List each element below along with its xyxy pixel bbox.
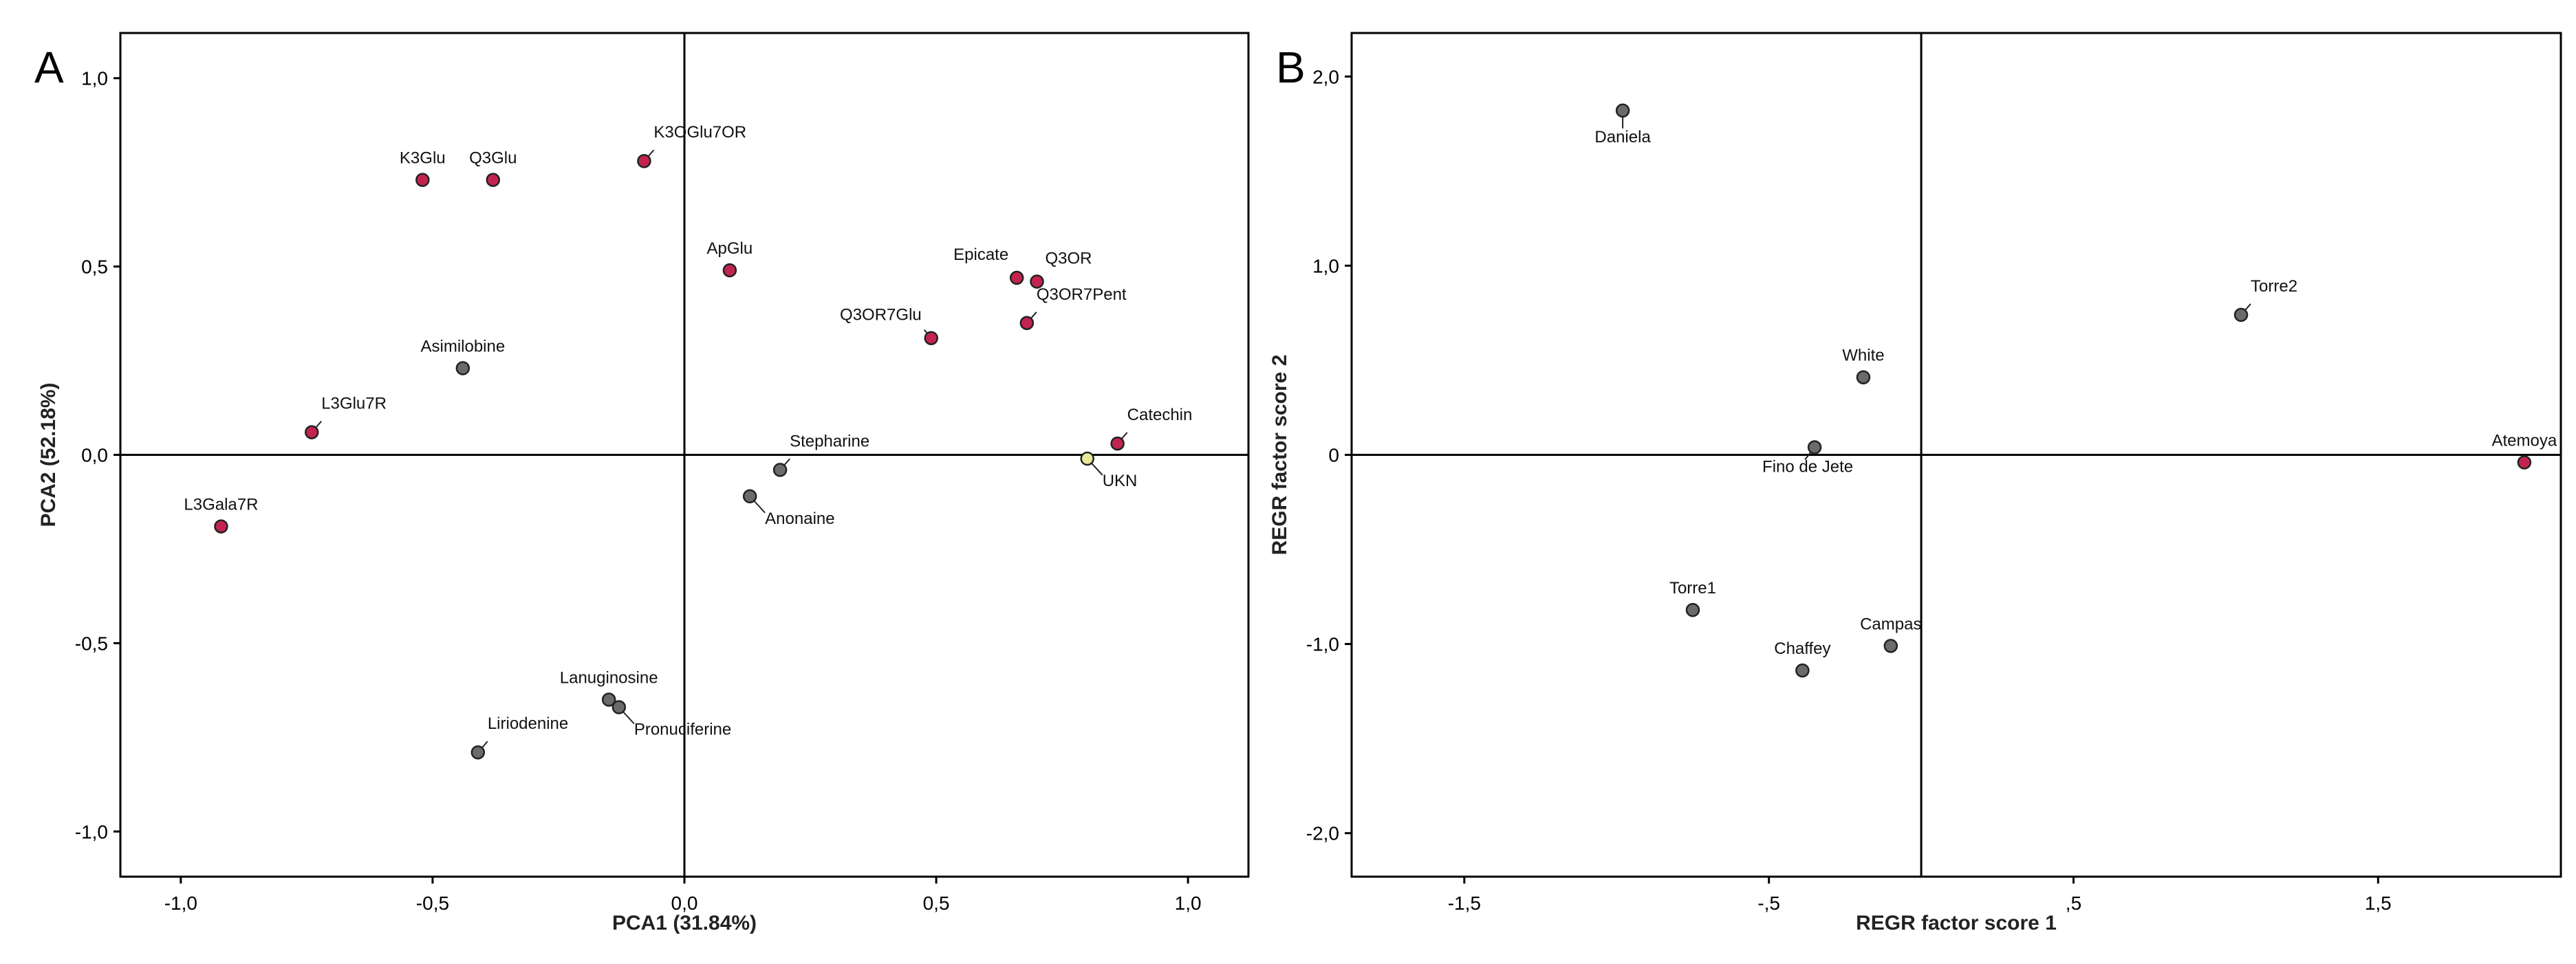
data-point xyxy=(1080,451,1094,466)
panel-b-letter: B xyxy=(1276,43,1306,92)
data-point-label: Fino de Jete xyxy=(1762,457,1853,476)
data-point-label: Atemoya xyxy=(2492,432,2557,450)
panel-b-xtick-label: ,5 xyxy=(2066,892,2081,914)
data-point-label: Q3OR xyxy=(1046,250,1092,268)
data-point xyxy=(470,745,486,760)
data-point-label: UKN xyxy=(1103,472,1138,490)
data-point-label: Stepharine xyxy=(790,432,869,450)
data-point xyxy=(1615,103,1630,118)
data-point xyxy=(722,263,737,278)
data-point-label: K3Glu xyxy=(400,149,446,168)
data-point-label: Liriodenine xyxy=(488,714,568,733)
data-point xyxy=(304,425,319,439)
data-point-label: L3Gala7R xyxy=(184,496,258,514)
panel-b-x-axis-label: REGR factor score 1 xyxy=(1856,912,2057,934)
data-point-label: Campas xyxy=(1860,615,1921,633)
panel-b-ytick-label: 0 xyxy=(1328,445,1339,466)
panel-b-ytick-label: 1,0 xyxy=(1312,255,1339,276)
data-point-label: Q3Glu xyxy=(469,149,517,168)
data-point-label: Q3OR7Pent xyxy=(1037,285,1127,304)
data-point xyxy=(486,173,501,187)
panel-b-plot: -1,5 -,5 ,5 1,5 2,0 1,0 0 -1,0 -2,0 REGR factor s… xyxy=(1268,32,2562,934)
data-point xyxy=(1795,663,1810,678)
data-point xyxy=(742,489,757,504)
data-point-label: Lanuginosine xyxy=(560,669,658,688)
data-point xyxy=(2233,307,2249,322)
panel-a-ytick-label: -0,5 xyxy=(75,633,108,654)
data-point-label: Catechin xyxy=(1127,406,1193,424)
data-point xyxy=(455,361,470,375)
data-point-label: K3OGlu7OR xyxy=(653,123,746,142)
panel-b-xtick-label: -1,5 xyxy=(1448,892,1481,914)
panel-a-xtick-label: 0,5 xyxy=(923,892,950,914)
data-point xyxy=(1019,316,1035,331)
panel-a-xtick-label: -1,0 xyxy=(164,892,197,914)
panel-a-letter: A xyxy=(34,43,64,92)
data-point-label: Anonaine xyxy=(765,510,834,528)
data-point-label: Epicate xyxy=(953,245,1008,264)
data-point xyxy=(1685,602,1700,617)
panel-b-y-axis-label: REGR factor score 2 xyxy=(1268,355,1291,556)
data-point-label: Daniela xyxy=(1594,128,1651,146)
data-point xyxy=(2517,455,2532,470)
data-point-label: Torre2 xyxy=(2251,277,2297,296)
panel-b-xtick-label: 1,5 xyxy=(2365,892,2392,914)
panel-a-xtick-label: -0,5 xyxy=(416,892,449,914)
data-point xyxy=(772,463,788,477)
panel-a-ytick-label: 0,5 xyxy=(81,256,108,278)
panel-b-ytick-label: -2,0 xyxy=(1306,823,1339,844)
data-point-label: L3Glu7R xyxy=(321,395,387,413)
data-point xyxy=(611,700,627,714)
panel-a-xtick-label: 0,0 xyxy=(671,892,698,914)
data-point xyxy=(214,519,228,534)
panel-b-ytick-label: 2,0 xyxy=(1312,66,1339,87)
data-point xyxy=(637,153,651,168)
data-point xyxy=(924,331,938,345)
data-point-label: White xyxy=(1842,347,1884,365)
panel-a-y-axis-label: PCA2 (52.18%) xyxy=(37,382,60,527)
panel-a-xtick-label: 1,0 xyxy=(1175,892,1202,914)
panel-a-plot: -1,0 -0,5 0,0 0,5 1,0 1,0 0,5 0,0 -0,5 -1,0 PCA1 (… xyxy=(37,32,1250,934)
data-point-label: Chaffey xyxy=(1774,639,1830,658)
panel-a-ytick-label: -1,0 xyxy=(75,821,108,842)
panel-a-x-axis-label: PCA1 (31.84%) xyxy=(612,912,757,934)
data-point xyxy=(1807,440,1822,454)
data-point xyxy=(1110,436,1125,451)
panel-b-ytick-label: -1,0 xyxy=(1306,634,1339,655)
panel-a-ytick-label: 1,0 xyxy=(81,68,108,89)
data-point xyxy=(601,692,616,707)
data-point xyxy=(415,173,430,187)
data-point xyxy=(1030,274,1044,289)
data-point-label: Pronuciferine xyxy=(634,721,731,739)
data-point xyxy=(1856,370,1871,384)
data-point-label: Torre1 xyxy=(1669,579,1716,598)
data-point xyxy=(1883,639,1898,653)
data-point-label: Q3OR7Glu xyxy=(840,306,922,325)
data-point-label: ApGlu xyxy=(707,239,753,258)
data-point-label: Asimilobine xyxy=(420,338,505,356)
panel-b-xtick-label: -,5 xyxy=(1757,892,1780,914)
data-point xyxy=(1009,270,1024,285)
panel-a-ytick-label: 0,0 xyxy=(81,445,108,466)
